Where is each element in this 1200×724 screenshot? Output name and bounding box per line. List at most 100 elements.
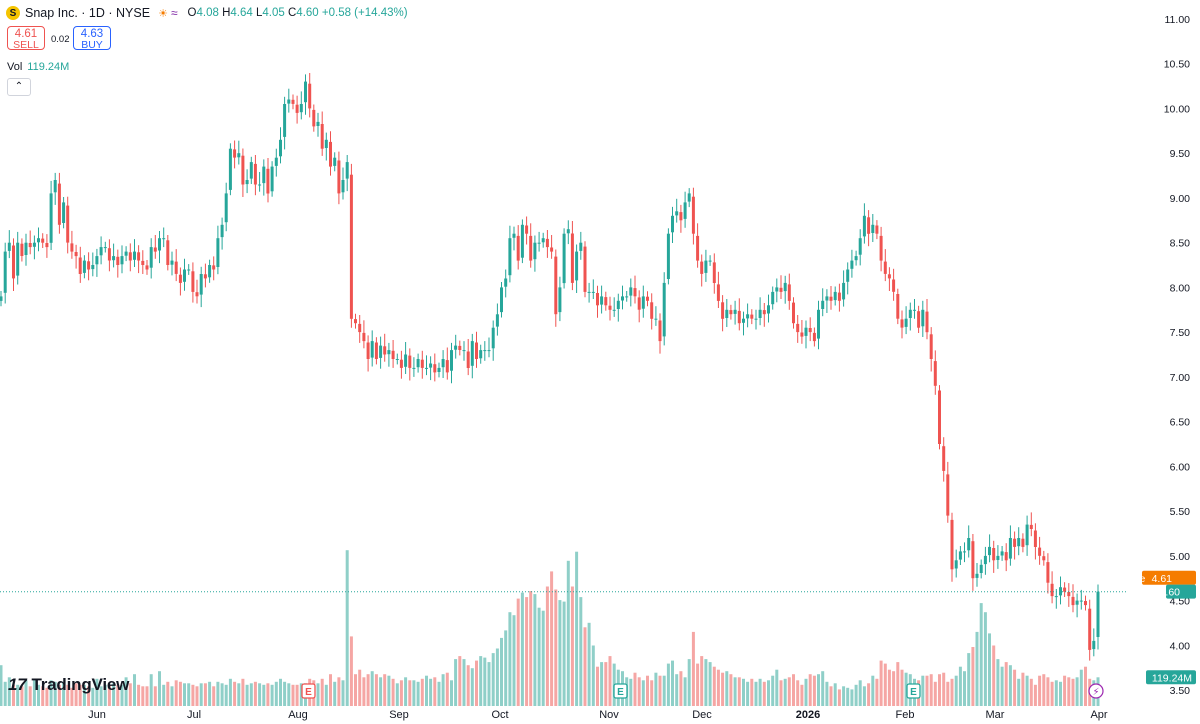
volume-bar <box>450 680 453 706</box>
volume-bar <box>825 681 829 706</box>
candle <box>600 296 604 305</box>
candle <box>742 318 745 323</box>
volume-bar <box>258 683 262 706</box>
volume-bar <box>37 684 40 706</box>
volume-bar <box>1067 677 1071 706</box>
candle <box>16 242 20 276</box>
volume-bar <box>149 674 153 706</box>
collapse-legend-button[interactable]: ⌃ <box>7 78 31 96</box>
volume-bar <box>858 680 862 706</box>
volume-bar <box>458 656 462 706</box>
volume-bar <box>900 669 904 706</box>
candle <box>228 148 232 190</box>
x-tick-label: Sep <box>389 709 409 721</box>
candle <box>1054 596 1058 598</box>
candle <box>1042 556 1046 561</box>
volume-bar <box>892 671 896 706</box>
earnings-marker[interactable] <box>906 683 921 699</box>
candle <box>49 193 53 243</box>
candle <box>120 256 124 265</box>
candle <box>1029 524 1033 529</box>
volume-bar <box>725 671 729 706</box>
candle <box>946 474 950 516</box>
volume-bar <box>862 686 866 706</box>
tradingview-logo[interactable]: 17 TradingView <box>8 675 129 695</box>
candle <box>1092 640 1096 650</box>
candle <box>41 238 45 243</box>
candle <box>842 282 846 300</box>
candle <box>850 260 854 269</box>
candle <box>545 238 549 248</box>
candle <box>274 157 278 166</box>
candle <box>208 265 212 278</box>
earnings-marker[interactable] <box>301 683 316 699</box>
buy-button[interactable]: 4.63 BUY <box>73 26 111 51</box>
volume-bar <box>487 662 491 706</box>
x-tick-label: Aug <box>288 709 308 721</box>
y-tick-label: 9.50 <box>1170 148 1191 160</box>
candle <box>358 323 362 333</box>
candle <box>775 287 779 292</box>
volume-bar <box>283 681 287 706</box>
volume-bar <box>3 681 7 706</box>
volume-bar <box>887 669 891 706</box>
volume-bar <box>349 636 353 706</box>
earnings-marker[interactable] <box>613 683 628 699</box>
candle <box>817 309 820 339</box>
candle <box>637 297 641 310</box>
ohlc-readout: O4.08 H4.64 L4.05 C4.60 +0.58 (+14.43%) <box>187 7 408 19</box>
candle <box>183 269 186 282</box>
candle <box>112 256 116 261</box>
volume-bar <box>762 681 766 706</box>
volume-bar <box>441 674 445 706</box>
volume-bar <box>504 630 508 706</box>
candle <box>224 193 228 223</box>
volume-bar <box>1063 675 1067 706</box>
volume-bar <box>320 678 324 706</box>
volume-bar <box>804 678 808 706</box>
volume-bar <box>162 684 166 706</box>
volume-bar <box>929 674 933 706</box>
volume-bar <box>570 586 574 706</box>
candle <box>383 346 387 355</box>
volume-bar <box>721 672 725 706</box>
candle <box>921 309 925 327</box>
sun-icon[interactable]: ☀ <box>158 7 168 20</box>
candle <box>295 104 299 113</box>
candle <box>470 341 474 366</box>
volume-bar <box>291 684 295 706</box>
volume-bar <box>212 686 216 706</box>
x-tick-label: Dec <box>692 709 712 721</box>
open-value: 4.08 <box>196 7 219 19</box>
volume-bar <box>750 678 754 706</box>
candle <box>412 367 416 369</box>
candle <box>596 293 599 306</box>
candle <box>758 309 762 318</box>
lightning-icon[interactable] <box>1088 683 1104 699</box>
candle <box>1025 524 1029 546</box>
candle <box>408 355 412 368</box>
candle <box>562 233 566 284</box>
volume-bar <box>541 610 545 706</box>
candle <box>258 184 262 186</box>
candle <box>283 104 287 137</box>
volume-bar <box>967 653 971 706</box>
volume-bar <box>1084 666 1087 706</box>
candle <box>875 225 879 234</box>
volume-bar <box>729 674 733 706</box>
volume-bar <box>425 675 428 706</box>
lightning-glyph: ⚡ <box>1092 687 1099 698</box>
volume-bar <box>687 659 691 706</box>
candle <box>662 282 666 337</box>
sell-button[interactable]: 4.61 SELL <box>7 26 45 51</box>
candle <box>804 327 808 336</box>
symbol-title[interactable]: Snap Inc. · 1D · NYSE <box>25 6 151 20</box>
candle <box>82 260 86 273</box>
volume-bar <box>408 680 412 706</box>
volume-bar <box>975 631 979 706</box>
candle <box>203 274 207 279</box>
wave-icon[interactable]: ≈ <box>170 6 178 20</box>
volume-bar <box>224 684 228 706</box>
volume-bar <box>904 672 908 706</box>
